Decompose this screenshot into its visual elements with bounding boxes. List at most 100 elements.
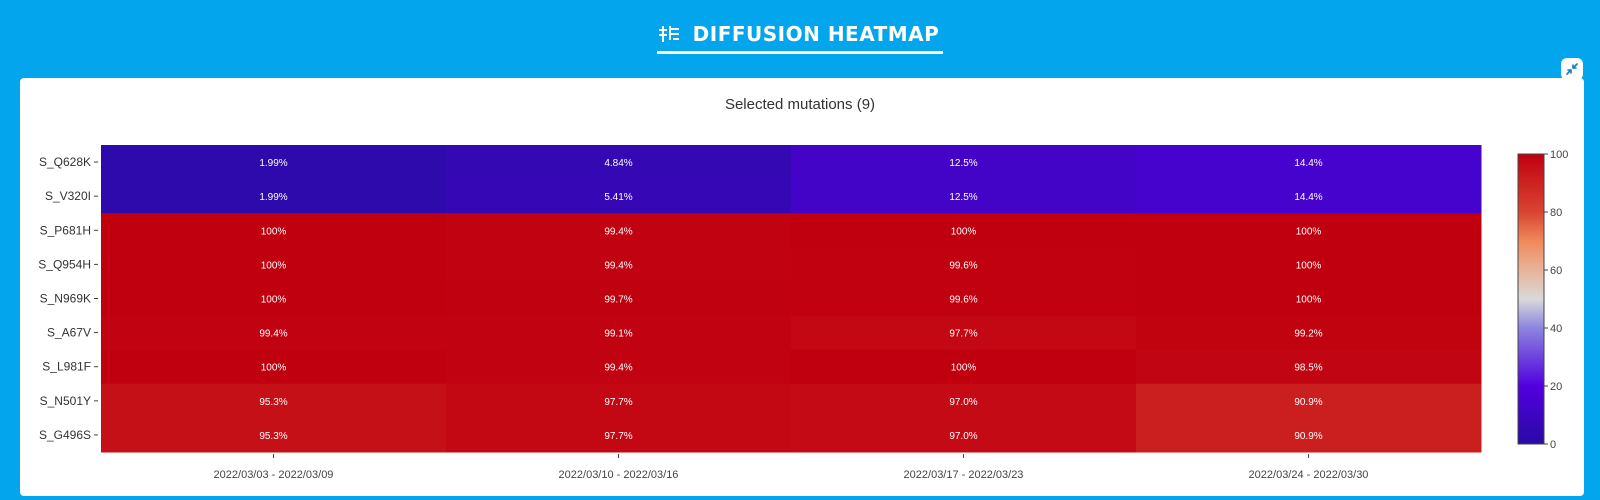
colorbar-gradient [1517,153,1545,445]
heatmap-cell[interactable] [791,417,1137,453]
heatmap-cell[interactable] [101,383,447,419]
heatmap-cell[interactable] [101,179,447,214]
heatmap-cell[interactable] [101,281,447,317]
heatmap-cell[interactable] [1136,145,1482,180]
heatmap-cell[interactable] [101,145,447,180]
y-tick-label: S_G496S [39,428,91,442]
colorbar-tick-label: 40 [1550,323,1562,335]
heatmap-cell[interactable] [1136,383,1482,419]
y-tick-label: S_A67V [47,326,91,340]
cell-label: 99.4% [604,363,632,374]
y-tick-label: S_Q954H [38,257,91,271]
x-tick-label: 2022/03/24 - 2022/03/30 [1249,469,1369,481]
collapse-icon [1566,63,1578,75]
colorbar-tick-label: 100 [1550,149,1568,161]
heatmap-cell[interactable] [1136,349,1482,385]
y-tick-label: S_N501Y [40,394,91,408]
cell-label: 99.1% [604,329,632,340]
cell-label: 97.7% [949,329,977,340]
heatmap-cell[interactable] [101,315,447,351]
colorbar-tick-label: 80 [1550,207,1562,219]
heatmap-cells: 1.99% 4.84% 12.5% 14.4% 1.99% 5.41% 12.5% 14.4%… [101,145,1482,453]
heatmap-cell[interactable] [446,349,792,385]
heatmap-cell[interactable] [791,213,1137,248]
colorbar: 0 20 40 60 80 100 [1517,149,1568,451]
heatmap-cell[interactable] [791,315,1137,351]
x-tick-label: 2022/03/10 - 2022/03/16 [559,469,679,481]
heatmap-cell[interactable] [1136,247,1482,282]
cell-label: 97.0% [949,397,977,408]
heatmap-cell[interactable] [1136,315,1482,351]
heatmap-cell[interactable] [791,179,1137,214]
cell-label: 100% [1296,226,1322,237]
title-text: DIFFUSION HEATMAP [692,22,940,46]
cell-label: 100% [261,363,287,374]
cell-label: 99.4% [604,260,632,271]
cell-label: 100% [261,226,287,237]
cell-label: 97.7% [604,431,632,442]
heatmap-cell[interactable] [446,315,792,351]
header-bar: DIFFUSION HEATMAP [0,0,1600,78]
heatmap-cell[interactable] [446,417,792,453]
cell-label: 99.6% [949,260,977,271]
colorbar-tick-label: 20 [1550,381,1562,393]
cell-label: 99.4% [259,329,287,340]
heatmap-cell[interactable] [446,383,792,419]
heatmap-cell[interactable] [791,383,1137,419]
heatmap-cell[interactable] [791,145,1137,180]
y-tick-label: S_N969K [40,292,91,306]
collapse-button[interactable] [1561,58,1583,80]
cell-label: 98.5% [1294,363,1322,374]
cell-label: 12.5% [949,192,977,203]
x-tick-label: 2022/03/03 - 2022/03/09 [214,469,334,481]
heatmap-cell[interactable] [1136,417,1482,453]
heatmap-cell[interactable] [446,247,792,282]
heatmap-cell[interactable] [791,281,1137,317]
colorbar-tick-label: 60 [1550,265,1562,277]
page-title: DIFFUSION HEATMAP [656,22,944,54]
heatmap-cell[interactable] [446,179,792,214]
colorbar-tick-label: 0 [1550,439,1556,451]
cell-label: 100% [951,363,977,374]
heatmap-icon [658,26,679,42]
cell-label: 1.99% [259,158,287,169]
heatmap-cell[interactable] [446,213,792,248]
cell-label: 99.4% [604,226,632,237]
cell-label: 97.0% [949,431,977,442]
x-tick-label: 2022/03/17 - 2022/03/23 [904,469,1024,481]
cell-label: 99.6% [949,295,977,306]
heatmap-cell[interactable] [101,213,447,248]
cell-label: 100% [1296,260,1322,271]
cell-label: 4.84% [604,158,632,169]
y-tick-label: S_Q628K [39,155,91,169]
chart-title: Selected mutations (9) [724,96,876,113]
cell-label: 100% [261,260,287,271]
cell-label: 5.41% [604,192,632,203]
cell-label: 97.7% [604,397,632,408]
cell-label: 100% [951,226,977,237]
y-tick-label: S_P681H [40,223,91,237]
heatmap-cell[interactable] [101,247,447,282]
cell-label: 14.4% [1294,158,1322,169]
heatmap-cell[interactable] [1136,281,1482,317]
cell-label: 90.9% [1294,397,1322,408]
x-axis: 2022/03/03 - 2022/03/09 2022/03/10 - 2022… [214,454,1369,481]
heatmap-cell[interactable] [791,247,1137,282]
y-tick-label: S_V320I [45,189,91,203]
heatmap-cell[interactable] [446,145,792,180]
cell-label: 99.7% [604,295,632,306]
heatmap-cell[interactable] [791,349,1137,385]
cell-label: 14.4% [1294,192,1322,203]
heatmap-cell[interactable] [446,281,792,317]
cell-label: 100% [261,295,287,306]
heatmap-cell[interactable] [101,349,447,385]
cell-label: 90.9% [1294,431,1322,442]
cell-label: 95.3% [259,431,287,442]
cell-label: 12.5% [949,158,977,169]
heatmap-cell[interactable] [1136,213,1482,248]
heatmap-cell[interactable] [101,417,447,453]
cell-label: 99.2% [1294,329,1322,340]
heatmap-cell[interactable] [1136,179,1482,214]
cell-label: 95.3% [259,397,287,408]
